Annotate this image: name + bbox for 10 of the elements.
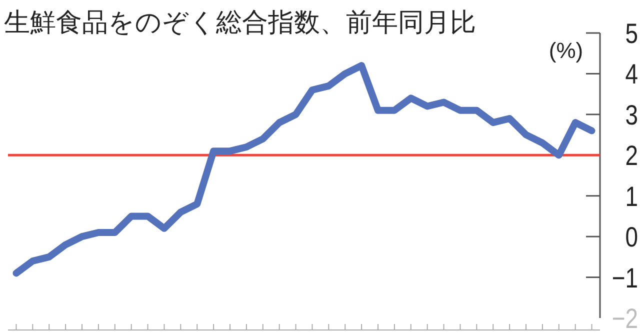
chart-title: 生鮮食品をのぞく総合指数、前年同月比 [4, 7, 476, 37]
y-tick-label: 3 [625, 100, 638, 131]
y-tick-label: 2 [625, 141, 638, 172]
y-tick-label: 5 [625, 18, 638, 50]
y-axis-title: (%) [548, 38, 584, 63]
y-tick-label: −1 [612, 263, 638, 294]
y-tick-label: 4 [625, 60, 638, 90]
y-tick-label: 1 [625, 182, 638, 212]
y-tick-label: −2 [612, 304, 638, 334]
y-tick-label: 0 [625, 222, 638, 254]
